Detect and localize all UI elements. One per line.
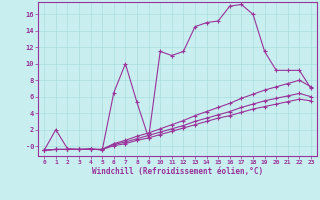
X-axis label: Windchill (Refroidissement éolien,°C): Windchill (Refroidissement éolien,°C) [92, 167, 263, 176]
